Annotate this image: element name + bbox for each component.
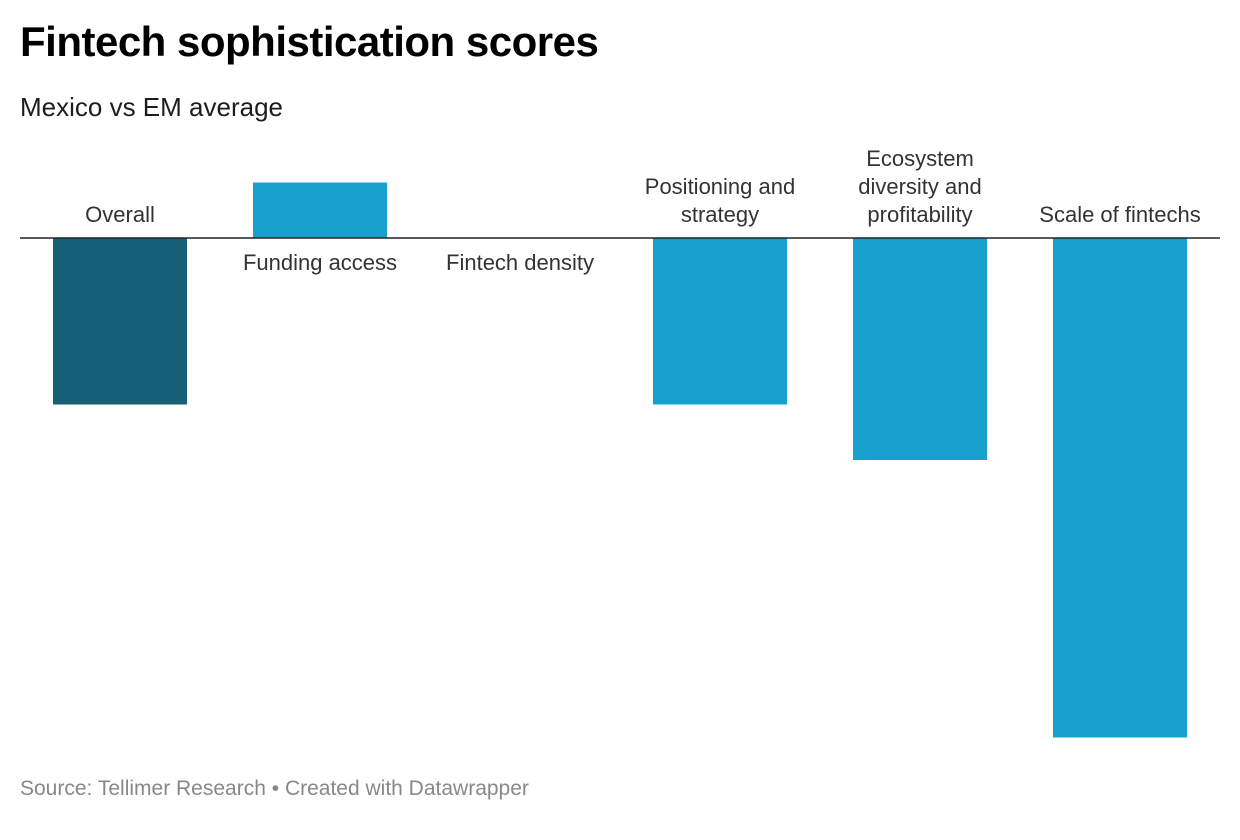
source-prefix: Source:: [20, 777, 93, 800]
category-label-line: Ecosystem: [866, 146, 974, 171]
bar-3: [653, 238, 787, 405]
created-with[interactable]: Created with Datawrapper: [284, 777, 529, 800]
category-label-line: Overall: [85, 202, 155, 227]
bar-0: [53, 238, 187, 405]
source-footer: Source: Tellimer Research • Created with…: [20, 777, 529, 801]
chart-title: Fintech sophistication scores: [20, 18, 599, 65]
source-link[interactable]: Tellimer Research: [97, 777, 266, 800]
category-label-line: strategy: [681, 202, 759, 227]
category-label-3: Positioning and strategy: [645, 174, 795, 227]
category-label-5: Scale of fintechs: [1039, 202, 1200, 227]
bar-4: [853, 238, 987, 460]
bar-1: [253, 182, 387, 238]
category-label-line: Scale of fintechs: [1039, 202, 1200, 227]
category-label-2: Fintech density: [446, 250, 594, 275]
bar-5: [1053, 238, 1187, 738]
category-label-line: profitability: [867, 202, 972, 227]
category-labels-group: Overall Funding access Fintech density Posi…: [85, 146, 1201, 275]
category-label-1: Funding access: [243, 250, 397, 275]
category-label-line: diversity and: [858, 174, 982, 199]
category-label-line: Fintech density: [446, 250, 594, 275]
category-label-4: Ecosystem diversity and profitability: [858, 146, 982, 227]
bars-group: [53, 182, 1187, 738]
category-label-line: Funding access: [243, 250, 397, 275]
category-label-line: Positioning and: [645, 174, 795, 199]
category-label-0: Overall: [85, 202, 155, 227]
footer-separator: •: [271, 777, 280, 800]
chart-subtitle: Mexico vs EM average: [20, 92, 283, 122]
